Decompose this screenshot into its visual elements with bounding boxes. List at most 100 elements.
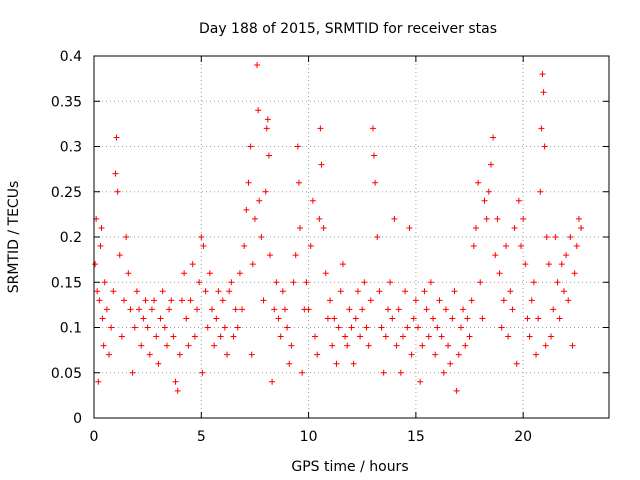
data-point bbox=[391, 215, 398, 222]
data-point bbox=[567, 234, 574, 240]
data-point bbox=[125, 270, 132, 277]
data-point bbox=[374, 234, 381, 240]
data-point bbox=[106, 351, 113, 358]
data-point bbox=[284, 324, 291, 331]
x-tick-label: 0 bbox=[90, 429, 99, 445]
data-point bbox=[518, 243, 525, 250]
data-point bbox=[166, 306, 173, 313]
data-point bbox=[297, 224, 303, 231]
data-point bbox=[406, 224, 413, 231]
data-point bbox=[295, 179, 302, 186]
data-point bbox=[316, 215, 323, 222]
data-point bbox=[419, 342, 426, 349]
y-tick-label: 0.2 bbox=[60, 230, 82, 246]
data-point bbox=[387, 279, 394, 286]
data-point bbox=[264, 116, 271, 123]
data-point bbox=[92, 261, 99, 268]
data-point bbox=[202, 288, 209, 295]
data-point bbox=[503, 243, 509, 250]
data-point bbox=[118, 333, 125, 340]
data-point bbox=[97, 243, 104, 250]
data-point bbox=[434, 324, 441, 331]
data-point bbox=[485, 188, 492, 195]
data-point bbox=[221, 324, 228, 331]
data-point bbox=[281, 306, 288, 313]
data-point bbox=[148, 306, 155, 313]
data-point bbox=[178, 297, 185, 304]
data-point bbox=[421, 288, 428, 295]
x-tick-labels: 0 5 10 15 20 bbox=[90, 429, 533, 445]
data-point bbox=[129, 369, 136, 376]
data-point bbox=[256, 197, 263, 204]
data-point bbox=[533, 351, 540, 358]
data-point bbox=[317, 125, 324, 132]
data-point bbox=[430, 315, 437, 322]
data-point bbox=[189, 261, 196, 268]
data-point bbox=[569, 342, 576, 349]
data-point bbox=[395, 306, 402, 313]
data-point bbox=[575, 215, 582, 222]
data-point bbox=[262, 188, 269, 195]
data-point bbox=[176, 351, 183, 358]
data-point bbox=[538, 125, 545, 132]
data-point bbox=[114, 188, 121, 195]
data-point bbox=[477, 279, 484, 286]
data-point bbox=[153, 333, 160, 340]
data-point bbox=[215, 288, 222, 295]
data-point bbox=[286, 360, 293, 367]
data-point bbox=[239, 306, 246, 313]
data-point bbox=[468, 297, 475, 304]
data-point bbox=[462, 342, 469, 349]
axis-ticks bbox=[93, 55, 609, 419]
data-point bbox=[492, 252, 499, 259]
data-point bbox=[236, 270, 243, 277]
data-point bbox=[384, 306, 391, 313]
data-point bbox=[103, 306, 110, 313]
data-point bbox=[367, 297, 374, 304]
data-point bbox=[271, 306, 278, 313]
data-point bbox=[251, 215, 258, 222]
data-point bbox=[248, 351, 255, 358]
data-point bbox=[496, 270, 503, 277]
data-point bbox=[445, 342, 452, 349]
data-point bbox=[535, 315, 542, 322]
data-point bbox=[100, 342, 107, 349]
data-point bbox=[263, 125, 270, 132]
data-point bbox=[481, 197, 488, 204]
data-point bbox=[449, 315, 456, 322]
data-point bbox=[548, 333, 555, 340]
data-point bbox=[96, 297, 103, 304]
data-point bbox=[241, 243, 248, 250]
data-point bbox=[204, 324, 211, 331]
data-point bbox=[146, 351, 153, 358]
data-point bbox=[382, 333, 389, 340]
data-point bbox=[543, 234, 550, 240]
data-point bbox=[402, 288, 409, 295]
data-point bbox=[142, 297, 149, 304]
data-point bbox=[470, 243, 477, 250]
data-point bbox=[350, 360, 357, 367]
data-point bbox=[361, 279, 368, 286]
y-tick-label: 0.35 bbox=[51, 94, 82, 110]
data-point bbox=[511, 224, 518, 231]
data-point bbox=[294, 143, 301, 150]
data-point bbox=[209, 306, 216, 313]
data-point bbox=[269, 378, 276, 385]
data-point bbox=[363, 324, 370, 331]
data-point bbox=[163, 342, 170, 349]
data-point bbox=[314, 351, 321, 358]
data-point bbox=[400, 333, 406, 340]
data-point bbox=[265, 152, 272, 159]
data-point bbox=[187, 297, 194, 304]
data-point bbox=[393, 342, 400, 349]
data-point bbox=[554, 279, 561, 286]
data-point bbox=[331, 315, 338, 322]
data-point bbox=[560, 288, 567, 295]
data-point bbox=[389, 315, 396, 322]
data-point bbox=[290, 279, 297, 286]
data-point bbox=[200, 243, 207, 250]
data-point bbox=[258, 234, 265, 240]
data-point bbox=[528, 297, 535, 304]
data-point bbox=[249, 261, 256, 268]
data-point bbox=[121, 297, 128, 304]
